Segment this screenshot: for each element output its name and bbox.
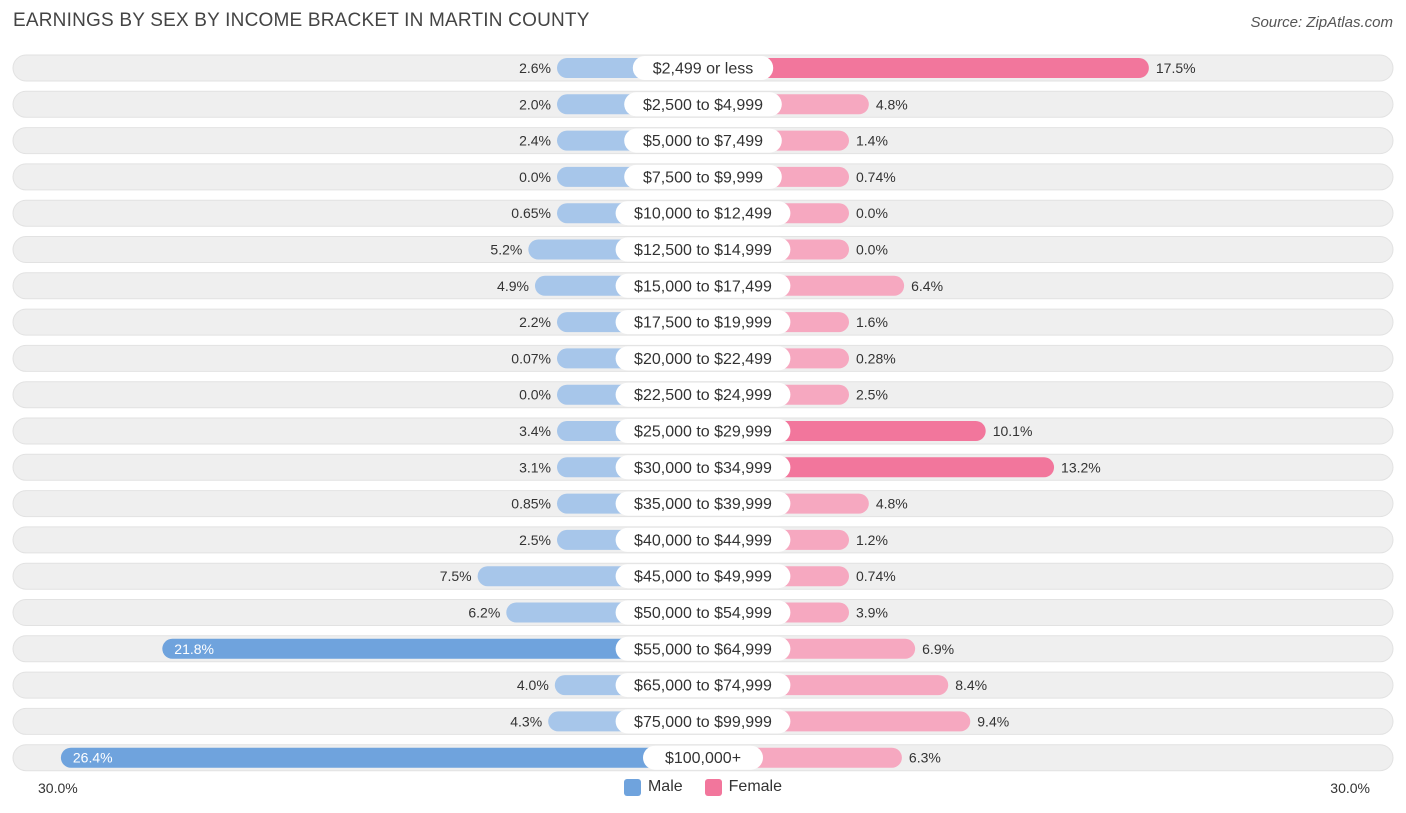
category-pill bbox=[615, 564, 791, 589]
female-value-label: 3.9% bbox=[856, 605, 888, 621]
category-pill bbox=[615, 709, 791, 734]
female-value-label: 0.0% bbox=[856, 205, 888, 221]
source-label: Source: ZipAtlas.com bbox=[1250, 14, 1393, 31]
category-pill bbox=[615, 237, 791, 262]
female-value-label: 10.1% bbox=[993, 423, 1033, 439]
male-value-label: 0.0% bbox=[519, 169, 551, 185]
category-label: $50,000 to $54,999 bbox=[634, 605, 772, 622]
legend-swatch-female bbox=[704, 778, 722, 796]
category-pill bbox=[615, 527, 791, 552]
male-value-label: 26.4% bbox=[73, 750, 113, 766]
category-label: $55,000 to $64,999 bbox=[634, 641, 772, 658]
category-pill bbox=[615, 455, 791, 480]
category-label: $30,000 to $34,999 bbox=[634, 460, 772, 477]
male-value-label: 3.4% bbox=[519, 423, 551, 439]
category-label: $40,000 to $44,999 bbox=[634, 532, 772, 549]
female-value-label: 6.3% bbox=[909, 750, 941, 766]
category-label: $100,000+ bbox=[665, 750, 741, 767]
category-pill bbox=[615, 273, 791, 298]
male-bar bbox=[162, 638, 703, 659]
male-value-label: 0.0% bbox=[519, 387, 551, 403]
female-value-label: 4.8% bbox=[876, 96, 908, 112]
male-value-label: 2.0% bbox=[519, 96, 551, 112]
axis-label-left: 30.0% bbox=[38, 780, 78, 796]
male-value-label: 0.65% bbox=[511, 205, 551, 221]
male-value-label: 2.5% bbox=[519, 532, 551, 548]
female-value-label: 17.5% bbox=[1156, 60, 1196, 76]
legend: Male Female bbox=[0, 778, 1406, 796]
male-value-label: 2.4% bbox=[519, 133, 551, 149]
male-value-label: 4.9% bbox=[497, 278, 529, 294]
category-pill bbox=[615, 600, 791, 625]
category-pill bbox=[615, 346, 791, 371]
legend-label-male: Male bbox=[647, 778, 683, 795]
male-value-label: 4.3% bbox=[510, 713, 542, 729]
legend-swatch-male bbox=[623, 778, 641, 796]
male-value-label: 2.6% bbox=[519, 60, 551, 76]
female-value-label: 2.5% bbox=[856, 387, 888, 403]
female-value-label: 0.0% bbox=[856, 242, 888, 258]
category-pill bbox=[632, 56, 774, 80]
axis-label-right: 30.0% bbox=[1330, 780, 1370, 796]
category-label: $65,000 to $74,999 bbox=[634, 678, 772, 695]
category-label: $17,500 to $19,999 bbox=[634, 315, 772, 332]
legend-item-male[interactable]: Male bbox=[623, 778, 683, 796]
female-value-label: 1.2% bbox=[856, 532, 888, 548]
female-value-label: 8.4% bbox=[955, 677, 987, 693]
female-value-label: 1.6% bbox=[856, 314, 888, 330]
legend-item-female[interactable]: Female bbox=[704, 778, 783, 796]
male-value-label: 5.2% bbox=[490, 242, 522, 258]
category-label: $22,500 to $24,999 bbox=[634, 387, 772, 404]
category-pill bbox=[624, 128, 782, 153]
category-label: $12,500 to $14,999 bbox=[634, 242, 772, 259]
category-label: $7,500 to $9,999 bbox=[643, 169, 763, 186]
male-value-label: 0.07% bbox=[511, 350, 551, 366]
category-pill bbox=[643, 745, 763, 770]
category-pill bbox=[615, 419, 791, 443]
category-label: $20,000 to $22,499 bbox=[634, 351, 772, 368]
female-value-label: 0.74% bbox=[856, 169, 896, 185]
male-value-label: 6.2% bbox=[468, 605, 500, 621]
female-bar bbox=[703, 58, 1149, 78]
category-label: $5,000 to $7,499 bbox=[643, 133, 763, 150]
male-value-label: 3.1% bbox=[519, 459, 551, 475]
category-label: $75,000 to $99,999 bbox=[634, 714, 772, 731]
category-label: $35,000 to $39,999 bbox=[634, 496, 772, 513]
female-bar bbox=[703, 457, 1055, 478]
chart-title: EARNINGS BY SEX BY INCOME BRACKET IN MAR… bbox=[13, 10, 590, 31]
legend-label-female: Female bbox=[728, 778, 783, 795]
category-pill bbox=[615, 310, 791, 335]
female-value-label: 6.9% bbox=[922, 641, 954, 657]
category-pill bbox=[615, 673, 791, 698]
male-bar bbox=[60, 747, 703, 768]
category-pill bbox=[615, 491, 791, 516]
category-pill bbox=[615, 636, 791, 661]
female-value-label: 0.28% bbox=[856, 350, 896, 366]
male-value-label: 7.5% bbox=[440, 568, 472, 584]
category-pill bbox=[615, 201, 791, 226]
female-value-label: 6.4% bbox=[911, 278, 943, 294]
category-label: $15,000 to $17,499 bbox=[634, 278, 772, 295]
male-value-label: 21.8% bbox=[174, 641, 214, 657]
category-label: $2,500 to $4,999 bbox=[643, 97, 763, 114]
category-pill bbox=[624, 164, 782, 189]
female-value-label: 9.4% bbox=[977, 713, 1009, 729]
category-label: $10,000 to $12,499 bbox=[634, 206, 772, 223]
female-value-label: 0.74% bbox=[856, 568, 896, 584]
female-value-label: 4.8% bbox=[876, 496, 908, 512]
category-label: $25,000 to $29,999 bbox=[634, 424, 772, 441]
category-label: $2,499 or less bbox=[653, 61, 754, 78]
category-label: $45,000 to $49,999 bbox=[634, 569, 772, 586]
male-value-label: 2.2% bbox=[519, 314, 551, 330]
male-value-label: 4.0% bbox=[517, 677, 549, 693]
category-pill bbox=[624, 92, 782, 117]
category-pill bbox=[615, 382, 791, 407]
female-value-label: 1.4% bbox=[856, 133, 888, 149]
male-value-label: 0.85% bbox=[511, 496, 551, 512]
female-value-label: 13.2% bbox=[1061, 459, 1101, 475]
